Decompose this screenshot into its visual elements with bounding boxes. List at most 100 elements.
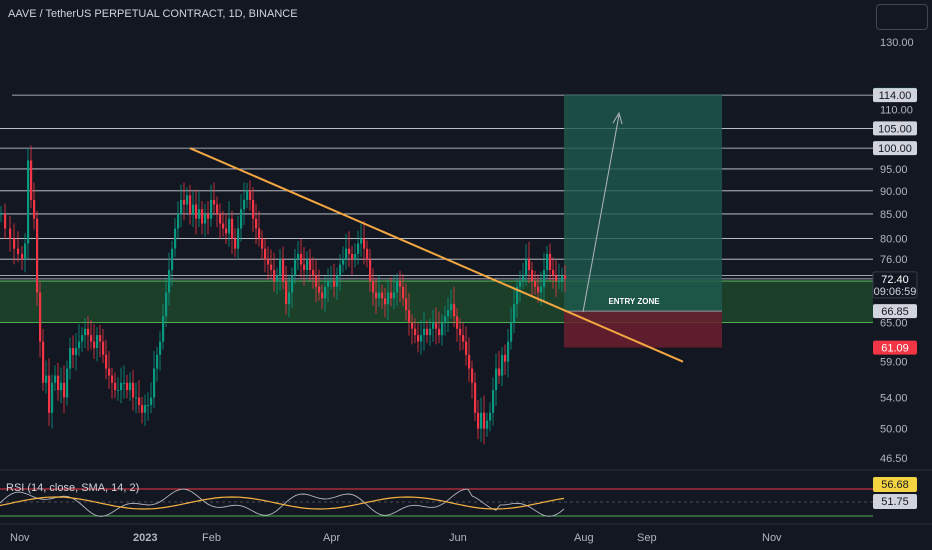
- candle-body: [471, 368, 474, 383]
- price-tag-value: 61.09: [881, 343, 909, 355]
- take-profit-zone: [564, 94, 722, 312]
- candle-body: [123, 382, 126, 384]
- candle-body: [177, 213, 180, 229]
- candle-body: [372, 281, 375, 293]
- candle-body: [156, 354, 159, 369]
- candle-body: [13, 238, 16, 249]
- candle-body: [351, 253, 354, 260]
- candle-body: [408, 310, 411, 323]
- rsi-ma-line: [0, 496, 565, 510]
- candle-body: [195, 204, 198, 219]
- candle-body: [207, 213, 210, 219]
- candle-body: [561, 275, 564, 282]
- price-tick-label: 50.00: [880, 424, 908, 436]
- candle-body: [0, 213, 3, 215]
- candle-body: [246, 190, 249, 200]
- candle-body: [135, 397, 138, 399]
- candle-body: [225, 228, 228, 234]
- candle-body: [564, 275, 567, 279]
- candle-body: [282, 259, 285, 282]
- countdown-label: 09:06:59: [874, 286, 917, 298]
- candle-body: [501, 354, 504, 376]
- candle-body: [102, 341, 105, 355]
- candle-body: [186, 195, 189, 205]
- candle-body: [465, 341, 468, 355]
- candle-body: [228, 218, 231, 234]
- candle-body: [519, 281, 522, 287]
- candle-body: [84, 328, 87, 336]
- time-tick-label: Aug: [574, 532, 594, 544]
- candle-body: [432, 322, 435, 329]
- candle-body: [459, 328, 462, 336]
- candle-body: [36, 218, 39, 293]
- price-axis[interactable]: 130.00110.0095.0090.0085.0080.0076.0073.…: [880, 37, 914, 465]
- candle-body: [54, 375, 57, 383]
- candle-body: [240, 209, 243, 229]
- candle-body: [480, 412, 483, 429]
- candle-body: [303, 264, 306, 271]
- price-tags: 114.09114.00105.00100.0072.4009:06:5966.…: [872, 87, 918, 355]
- time-axis[interactable]: Nov 2023 Feb Apr Jun Aug Sep Nov: [0, 523, 932, 544]
- candle-body: [153, 368, 156, 398]
- candle-body: [21, 253, 24, 260]
- price-tick-label: 59.00: [880, 357, 908, 369]
- arrow-shaft: [582, 114, 620, 313]
- trendline[interactable]: [189, 147, 684, 363]
- candle-body: [4, 213, 7, 229]
- time-tick-label: 2023: [133, 532, 157, 544]
- candle-body: [450, 304, 453, 311]
- chart-settings-button[interactable]: [876, 4, 928, 30]
- rsi-value-tag: [873, 477, 917, 492]
- candle-body: [354, 253, 357, 260]
- target-arrow[interactable]: [582, 111, 623, 313]
- candle-body: [75, 348, 78, 355]
- time-tick-label: Jun: [449, 532, 467, 544]
- candle-body: [162, 316, 165, 342]
- horizontal-levels[interactable]: [0, 94, 873, 282]
- price-tag: [872, 271, 918, 299]
- candle-body: [315, 275, 318, 287]
- candle-body: [297, 253, 300, 260]
- candle-body: [474, 382, 477, 413]
- price-tick-label: 65.00: [880, 317, 908, 329]
- candle-body: [9, 228, 12, 239]
- rsi-pane[interactable]: 56.68 51.75: [0, 469, 932, 517]
- candle-body: [399, 281, 402, 287]
- chart-title: AAVE / TetherUS PERPETUAL CONTRACT, 1D, …: [8, 8, 298, 20]
- candle-body: [111, 375, 114, 383]
- candle-body: [180, 199, 183, 214]
- arrow-head: [612, 111, 623, 125]
- candle-body: [396, 281, 399, 293]
- candle-body: [363, 238, 366, 249]
- candle-body: [17, 248, 20, 254]
- candlestick-series[interactable]: [0, 145, 567, 445]
- candle-body: [411, 322, 414, 329]
- candle-body: [306, 259, 309, 271]
- time-tick-label: Nov: [762, 532, 782, 544]
- position-zones[interactable]: [0, 94, 873, 348]
- candle-body: [462, 335, 465, 342]
- candle-body: [528, 259, 531, 271]
- candle-body: [279, 259, 282, 276]
- candle-body: [342, 259, 345, 265]
- candle-body: [285, 281, 288, 305]
- candle-body: [276, 275, 279, 282]
- candle-body: [264, 248, 267, 260]
- candle-body: [504, 354, 507, 362]
- candle-body: [336, 275, 339, 287]
- candle-body: [114, 382, 117, 391]
- descending-trendline: [189, 147, 684, 363]
- price-tick-label: 80.00: [880, 233, 908, 245]
- candle-body: [150, 397, 153, 406]
- candle-body: [126, 382, 129, 391]
- candle-body: [261, 238, 264, 249]
- candle-body: [516, 286, 519, 305]
- candle-body: [309, 259, 312, 271]
- candle-body: [426, 328, 429, 336]
- candle-body: [393, 292, 396, 299]
- candle-body: [267, 259, 270, 265]
- candle-body: [63, 382, 66, 398]
- rsi-ma-text: 51.75: [881, 496, 909, 508]
- candle-body: [165, 292, 168, 317]
